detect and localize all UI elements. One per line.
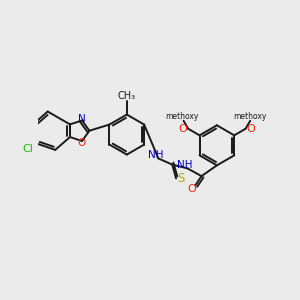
Text: CH₃: CH₃ (118, 91, 136, 101)
Text: Cl: Cl (22, 144, 33, 154)
Text: O: O (246, 124, 255, 134)
Text: O: O (78, 138, 86, 148)
Text: NH: NH (148, 150, 163, 160)
Text: methoxy: methoxy (165, 112, 199, 122)
Text: S: S (177, 172, 184, 185)
Text: NH: NH (177, 160, 192, 170)
Text: O: O (179, 124, 188, 134)
Text: N: N (78, 114, 86, 124)
Text: methoxy: methoxy (233, 112, 267, 122)
Text: O: O (188, 184, 197, 194)
